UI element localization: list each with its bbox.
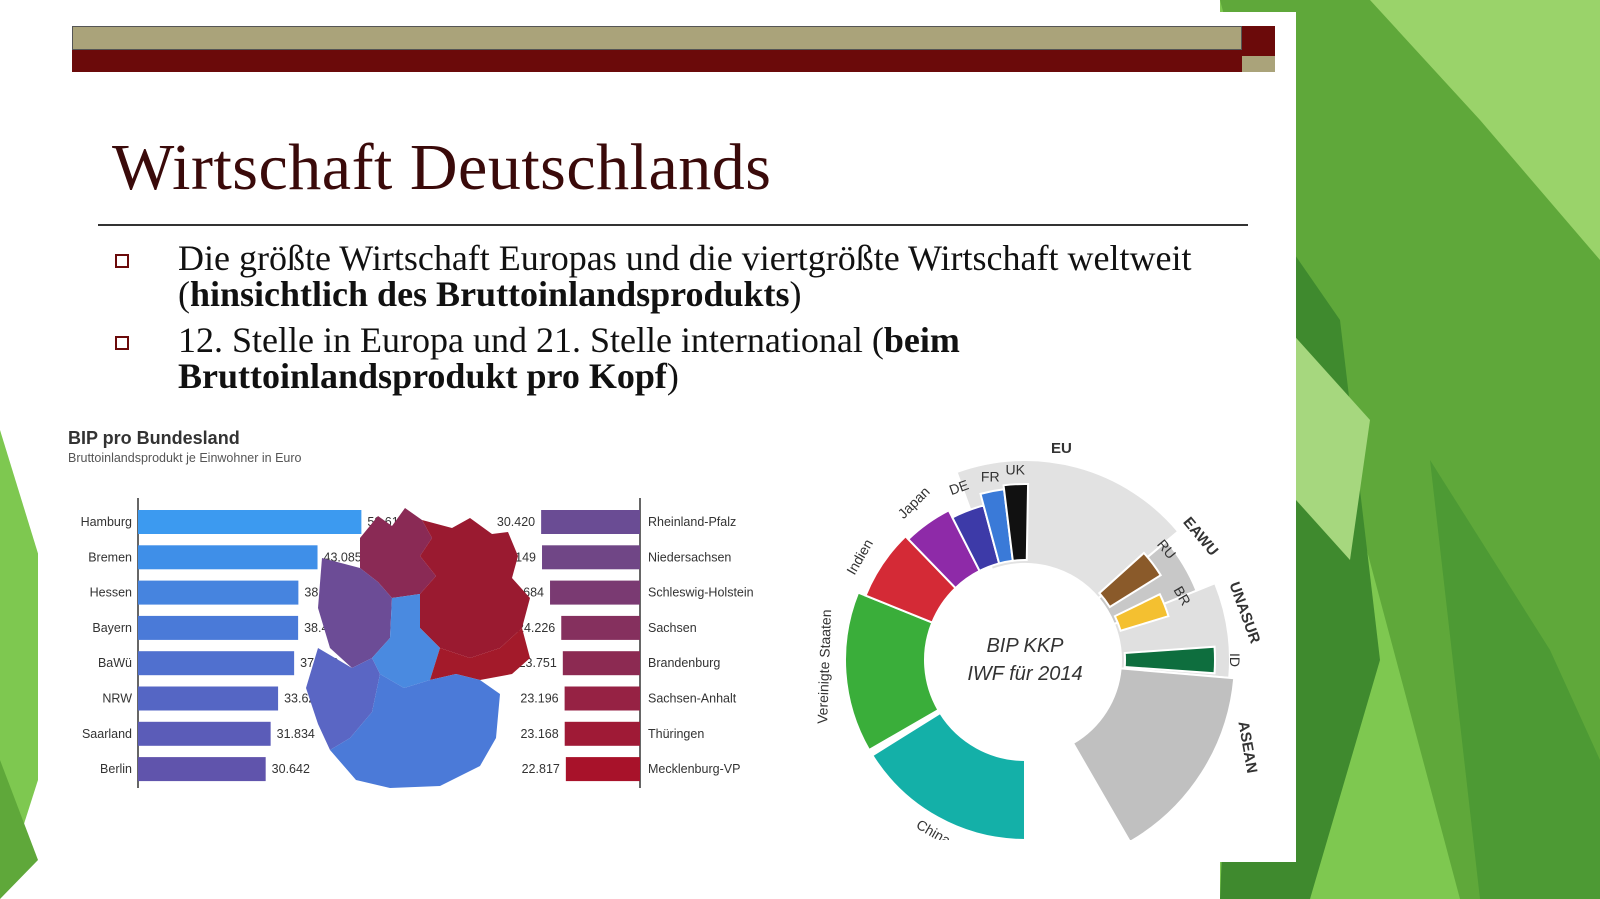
header-bar-olive bbox=[72, 26, 1242, 50]
bar-chart-subtitle: Bruttoinlandsprodukt je Einwohner in Eur… bbox=[68, 451, 302, 465]
left-bar bbox=[138, 580, 299, 605]
left-bar bbox=[138, 686, 279, 711]
map-region-south bbox=[330, 674, 500, 788]
left-category-label: Hessen bbox=[90, 586, 132, 600]
title-divider bbox=[98, 224, 1248, 226]
right-value-label: 30.420 bbox=[497, 515, 535, 529]
group-label: EU bbox=[1051, 440, 1072, 457]
donut-segment bbox=[1113, 592, 1170, 633]
donut-segment bbox=[1002, 483, 1030, 562]
header-bar-cap-maroon bbox=[1242, 26, 1275, 56]
left-category-label: Bremen bbox=[88, 550, 132, 564]
left-value-label: 31.834 bbox=[277, 727, 315, 741]
bullet-1-text: Die größte Wirtschaft Europas und die vi… bbox=[178, 240, 1258, 312]
segment-label: ID bbox=[1227, 653, 1243, 667]
right-category-label: Thüringen bbox=[648, 727, 704, 741]
right-bar bbox=[562, 651, 640, 676]
map-region-center bbox=[372, 594, 440, 688]
header-bar-maroon bbox=[72, 50, 1242, 72]
donut-center-label-1: BIP KKP bbox=[986, 635, 1064, 657]
square-bullet-icon bbox=[115, 336, 129, 350]
segment-label: UK bbox=[1006, 461, 1026, 477]
right-bar bbox=[564, 721, 640, 746]
left-value-label: 30.642 bbox=[272, 762, 310, 776]
right-category-label: Mecklenburg-VP bbox=[648, 762, 740, 776]
left-bar bbox=[138, 615, 299, 640]
green-background-strip bbox=[0, 430, 40, 899]
donut-segment bbox=[870, 711, 1026, 840]
map-region-northeast bbox=[420, 518, 530, 658]
bullet-2-bold: beim Bruttoinlandsprodukt pro Kopf bbox=[178, 320, 960, 396]
map-region-southwest bbox=[306, 648, 380, 750]
donut-segment bbox=[844, 591, 940, 752]
right-bar bbox=[542, 545, 640, 570]
left-category-label: Saarland bbox=[82, 727, 132, 741]
right-bar bbox=[564, 686, 640, 711]
right-value-label: 23.196 bbox=[520, 692, 558, 706]
bullet-1-plain: Die größte Wirtschaft Europas und die vi… bbox=[178, 238, 1192, 314]
segment-label: Indien bbox=[843, 536, 876, 577]
group-label: ASEAN bbox=[1234, 720, 1260, 775]
segment-label: FR bbox=[981, 468, 1000, 484]
bullet-1-bold: hinsichtlich des Bruttoinlandsprodukts bbox=[190, 274, 790, 314]
left-bar bbox=[138, 510, 362, 534]
right-category-label: Schleswig-Holstein bbox=[648, 586, 754, 600]
right-bar bbox=[541, 510, 640, 534]
donut-hole bbox=[929, 564, 1121, 756]
left-bar bbox=[138, 545, 318, 570]
square-bullet-icon bbox=[115, 254, 129, 268]
right-value-label: 23.168 bbox=[520, 727, 558, 741]
left-bar bbox=[138, 651, 295, 676]
map-region-north bbox=[360, 508, 436, 598]
right-category-label: Rheinland-Pfalz bbox=[648, 515, 736, 529]
bullet-2-plain: 12. Stelle in Europa und 21. Stelle inte… bbox=[178, 320, 884, 360]
bip-kkp-donut-chart: BIP KKP IWF für 2014 Vereinigte Staaten I… bbox=[814, 440, 1260, 840]
left-value-label: 43.085 bbox=[324, 550, 362, 564]
bullet-2-text: 12. Stelle in Europa und 21. Stelle inte… bbox=[178, 322, 1258, 394]
bar-chart-title: BIP pro Bundesland bbox=[68, 428, 240, 448]
right-bar-group: 30.420Rheinland-Pfalz30.149Niedersachsen… bbox=[497, 498, 754, 788]
right-value-label: 23.751 bbox=[519, 656, 557, 670]
right-category-label: Sachsen-Anhalt bbox=[648, 692, 737, 706]
map-region-west bbox=[318, 558, 392, 668]
left-category-label: NRW bbox=[102, 692, 132, 706]
right-category-label: Sachsen bbox=[648, 621, 697, 635]
donut-segment bbox=[1097, 551, 1163, 609]
left-bar bbox=[138, 757, 266, 782]
segment-label: Vereinigte Staaten bbox=[814, 609, 834, 724]
germany-map bbox=[306, 508, 530, 788]
left-category-label: Berlin bbox=[100, 762, 132, 776]
bullet-2-tail: ) bbox=[666, 356, 679, 396]
header-bar-cap-olive bbox=[1242, 56, 1275, 72]
right-bar bbox=[565, 757, 640, 782]
right-category-label: Niedersachsen bbox=[648, 550, 731, 564]
segment-label: Japan bbox=[894, 483, 932, 521]
group-label: UNASUR bbox=[1225, 580, 1260, 646]
group-label: EAWU bbox=[1179, 514, 1221, 559]
right-value-label: 24.226 bbox=[517, 621, 555, 635]
slide-title: Wirtschaft Deutschlands bbox=[112, 131, 772, 204]
right-category-label: Brandenburg bbox=[648, 656, 720, 670]
left-category-label: Hamburg bbox=[81, 515, 132, 529]
right-bar bbox=[550, 580, 640, 605]
right-bar bbox=[561, 615, 640, 640]
donut-center-label-2: IWF für 2014 bbox=[967, 663, 1082, 685]
donut-segments bbox=[844, 483, 1216, 840]
map-region-east bbox=[430, 628, 530, 680]
bullet-1-tail: ) bbox=[789, 274, 802, 314]
left-category-label: BaWü bbox=[98, 656, 132, 670]
donut-segment bbox=[1123, 645, 1216, 675]
segment-label: DE bbox=[947, 476, 971, 498]
left-category-label: Bayern bbox=[92, 621, 132, 635]
bip-bundesland-chart: Hamburg53.611Bremen43.085Hessen38.490Bay… bbox=[81, 498, 754, 788]
left-bar bbox=[138, 721, 271, 746]
right-value-label: 22.817 bbox=[522, 762, 560, 776]
